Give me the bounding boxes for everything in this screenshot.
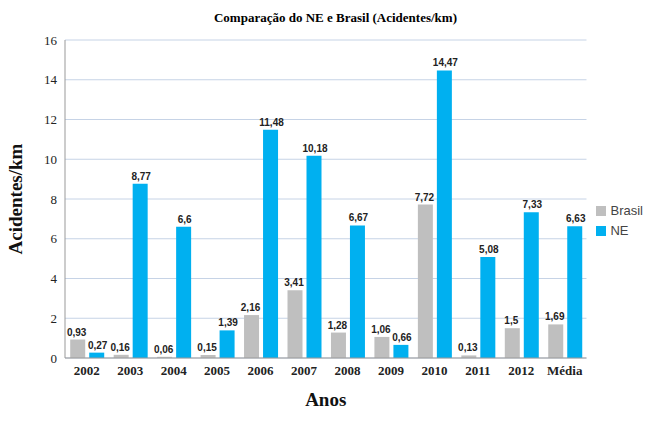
svg-text:0,27: 0,27: [88, 340, 108, 351]
svg-text:1,28: 1,28: [328, 320, 348, 331]
svg-text:0,16: 0,16: [110, 342, 130, 353]
svg-text:0,93: 0,93: [67, 327, 87, 338]
svg-text:1,69: 1,69: [545, 311, 565, 322]
svg-text:Anos: Anos: [305, 389, 346, 410]
svg-text:0,13: 0,13: [458, 342, 478, 353]
svg-text:2012: 2012: [508, 363, 534, 378]
svg-text:3,41: 3,41: [284, 277, 304, 288]
svg-text:14: 14: [44, 72, 58, 87]
svg-text:8: 8: [51, 192, 58, 207]
html-text:NE: NE: [610, 222, 629, 238]
svg-text:6,67: 6,67: [349, 212, 369, 223]
svg-text:2003: 2003: [117, 363, 144, 378]
svg-text:4: 4: [51, 271, 58, 286]
svg-text:2009: 2009: [378, 363, 405, 378]
svg-text:1,06: 1,06: [371, 324, 391, 335]
svg-text:0: 0: [51, 351, 58, 366]
svg-text:2,16: 2,16: [241, 302, 261, 313]
svg-text:2010: 2010: [421, 363, 447, 378]
svg-text:5,08: 5,08: [479, 244, 499, 255]
svg-text:Média: Média: [547, 363, 583, 378]
svg-text:7,33: 7,33: [523, 199, 543, 210]
svg-text:2005: 2005: [204, 363, 231, 378]
svg-text:2011: 2011: [465, 363, 490, 378]
svg-text:1,39: 1,39: [218, 317, 238, 328]
svg-text:16: 16: [44, 33, 58, 48]
svg-text:2008: 2008: [334, 363, 361, 378]
svg-text:0,66: 0,66: [392, 332, 412, 343]
svg-text:6,63: 6,63: [566, 213, 586, 224]
svg-text:1,5: 1,5: [504, 315, 518, 326]
svg-text:12: 12: [44, 112, 57, 127]
svg-text:10: 10: [44, 152, 57, 167]
svg-text:0,15: 0,15: [197, 342, 217, 353]
svg-text:10,18: 10,18: [302, 143, 327, 154]
svg-text:Acidentes/km: Acidentes/km: [8, 143, 26, 254]
html-text:Comparação do NE e Brasil (Aci: Comparação do NE e Brasil (Acidentes/km): [214, 10, 457, 25]
svg-text:2007: 2007: [291, 363, 318, 378]
svg-text:11,48: 11,48: [259, 117, 284, 128]
svg-text:8,77: 8,77: [131, 171, 151, 182]
svg-text:7,72: 7,72: [415, 192, 435, 203]
svg-text:6,6: 6,6: [178, 214, 192, 225]
svg-text:2002: 2002: [74, 363, 100, 378]
svg-text:2004: 2004: [161, 363, 188, 378]
html-text:Brasil: Brasil: [610, 202, 643, 218]
svg-text:14,47: 14,47: [433, 57, 458, 68]
svg-text:2006: 2006: [248, 363, 275, 378]
svg-text:6: 6: [51, 231, 58, 246]
svg-text:2: 2: [51, 311, 58, 326]
svg-text:0,06: 0,06: [154, 344, 174, 355]
